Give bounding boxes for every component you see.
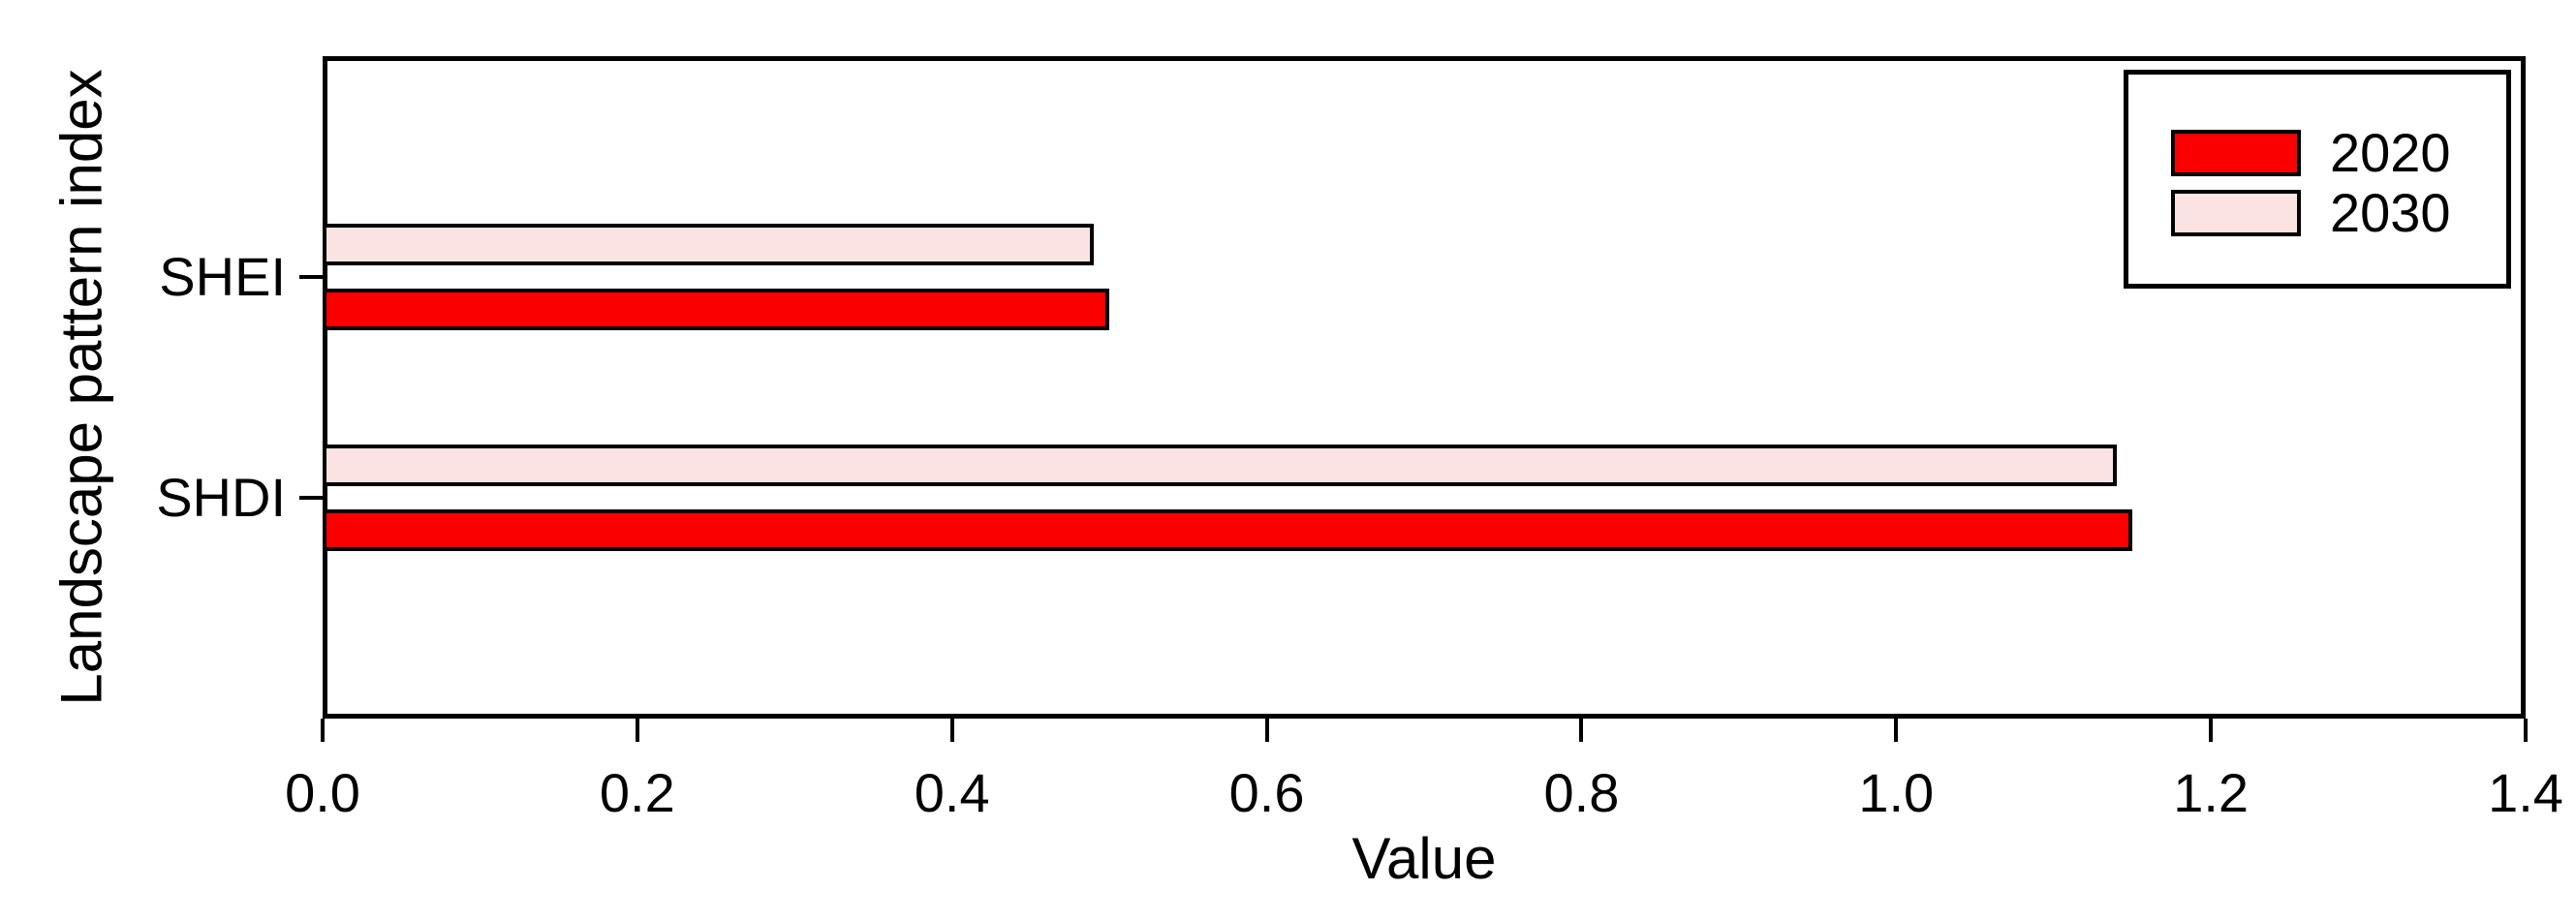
- legend-label-2020: 2020: [2330, 122, 2451, 183]
- x-tick-label-1.4: 1.4: [2488, 762, 2563, 823]
- legend-row-2030: 2030: [2171, 183, 2506, 243]
- y-tick-SHDI: [299, 496, 323, 500]
- bar-2020-SHDI: [323, 509, 2132, 551]
- category-label-SHEI: SHEI: [159, 246, 286, 307]
- x-tick-1.4: [2524, 719, 2528, 742]
- y-tick-SHEI: [299, 275, 323, 279]
- legend-swatch-2020: [2171, 130, 2301, 176]
- x-tick-label-0.2: 0.2: [599, 762, 675, 823]
- legend-swatch-2030: [2171, 190, 2301, 236]
- legend-box: 2020 2030: [2124, 70, 2511, 289]
- x-tick-label-1.0: 1.0: [1858, 762, 1935, 823]
- bar-2030-SHEI: [323, 224, 1094, 265]
- x-tick-0.8: [1579, 719, 1584, 742]
- x-tick-1.0: [1894, 719, 1899, 742]
- bar-2020-SHEI: [323, 289, 1110, 330]
- x-tick-label-0.8: 0.8: [1543, 762, 1620, 823]
- legend-row-2020: 2020: [2171, 123, 2506, 183]
- y-axis-title: Landscape pattern index: [48, 69, 114, 706]
- x-tick-label-1.2: 1.2: [2173, 762, 2250, 823]
- x-tick-1.2: [2209, 719, 2214, 742]
- x-tick-label-0.0: 0.0: [285, 762, 360, 823]
- x-axis-title: Value: [1351, 826, 1497, 891]
- x-tick-0.0: [321, 719, 325, 742]
- x-tick-0.2: [635, 719, 639, 742]
- x-tick-label-0.4: 0.4: [914, 762, 990, 823]
- x-tick-0.4: [949, 719, 954, 742]
- legend-label-2030: 2030: [2330, 182, 2451, 243]
- bar-2030-SHDI: [323, 445, 2117, 486]
- category-label-SHDI: SHDI: [156, 467, 286, 528]
- x-tick-0.6: [1264, 719, 1269, 742]
- x-tick-label-0.6: 0.6: [1228, 762, 1305, 823]
